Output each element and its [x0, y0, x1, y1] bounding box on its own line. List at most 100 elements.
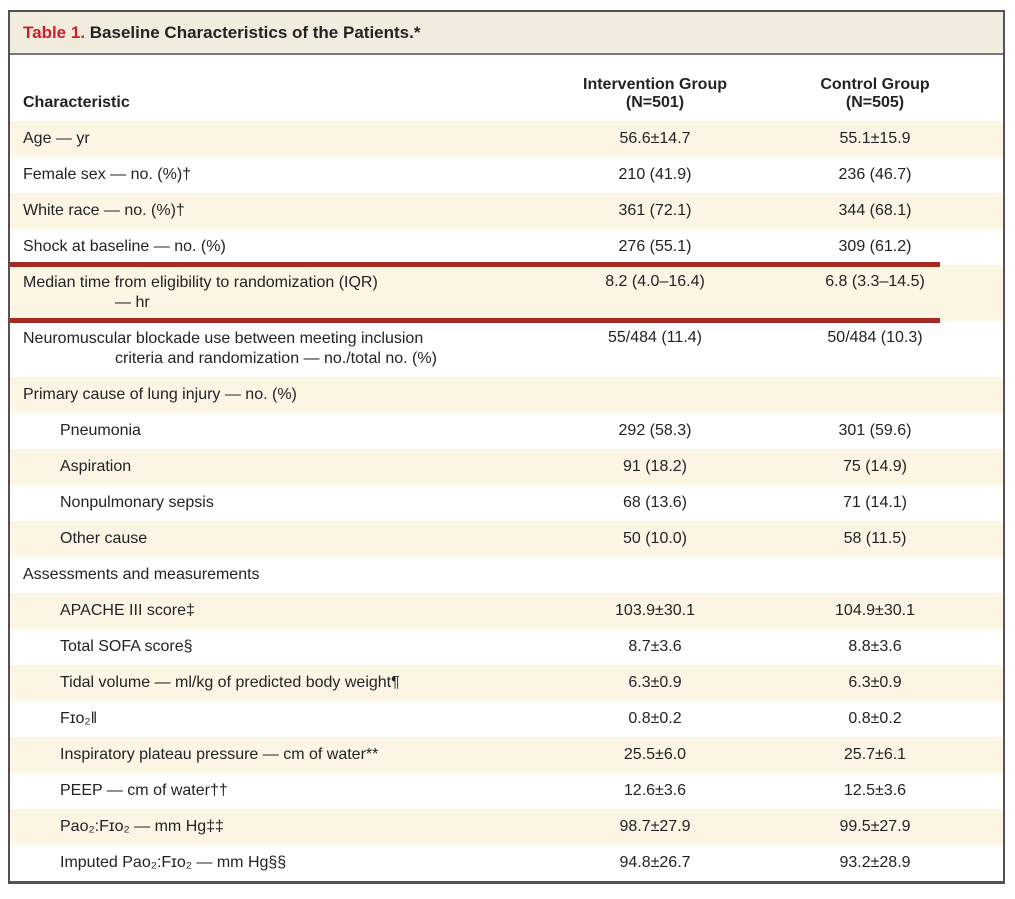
table-number-label: Table 1. [23, 22, 86, 42]
control-value: 6.3±0.9 [848, 674, 902, 691]
control-value: 99.5±27.9 [839, 818, 911, 835]
highlight-rule-top [10, 262, 940, 267]
control-value: 301 (59.6) [838, 422, 912, 439]
row-label-line1: Pneumonia [60, 422, 141, 439]
control-group-name: Control Group [820, 76, 930, 93]
row-label: Inspiratory plateau pressure — cm of wat… [10, 745, 555, 765]
intervention-value: 55/484 (11.4) [608, 329, 702, 346]
table-row: Imputed Paᴏ₂:Fɪᴏ₂ — mm Hg§§ 94.8±26.7 93… [10, 845, 1003, 881]
intervention-value: 103.9±30.1 [615, 602, 695, 619]
row-label-line1: Shock at baseline — no. (%) [23, 238, 226, 255]
table-1-frame: Table 1. Baseline Characteristics of the… [8, 10, 1005, 884]
control-value: 12.5±3.6 [843, 782, 907, 799]
row-label: Fɪᴏ₂‖ [10, 709, 555, 729]
control-value: 104.9±30.1 [835, 602, 915, 619]
table-row: Female sex — no. (%)† 210 (41.9) 236 (46… [10, 157, 1003, 193]
row-label-line1: Assessments and measurements [23, 566, 260, 583]
row-label-line1: Imputed Paᴏ₂:Fɪᴏ₂ — mm Hg§§ [60, 854, 287, 871]
table-row: Other cause 50 (10.0) 58 (11.5) [10, 521, 1003, 557]
row-label: Assessments and measurements [10, 565, 555, 585]
intervention-value: 94.8±26.7 [619, 854, 691, 871]
row-label-line1: Paᴏ₂:Fɪᴏ₂ — mm Hg‡‡ [60, 818, 224, 835]
intervention-value: 56.6±14.7 [619, 130, 691, 147]
control-value: 344 (68.1) [838, 202, 912, 219]
row-label: Female sex — no. (%)† [10, 165, 555, 185]
row-label-line1: Age — yr [23, 130, 90, 147]
row-label-line1: Fɪᴏ₂‖ [60, 710, 98, 727]
control-value: 55.1±15.9 [839, 130, 911, 147]
row-label-line1: Inspiratory plateau pressure — cm of wat… [60, 746, 379, 763]
row-label: Imputed Paᴏ₂:Fɪᴏ₂ — mm Hg§§ [10, 853, 555, 873]
row-label: Aspiration [10, 457, 555, 477]
table-row: APACHE III score‡ 103.9±30.1 104.9±30.1 [10, 593, 1003, 629]
intervention-value: 276 (55.1) [618, 238, 692, 255]
intervention-value: 210 (41.9) [618, 166, 692, 183]
intervention-value: 68 (13.6) [622, 494, 688, 511]
row-label: Neuromuscular blockade use between meeti… [10, 321, 555, 377]
row-label-line2: criteria and randomization — no./total n… [115, 350, 437, 367]
intervention-value: 98.7±27.9 [619, 818, 691, 835]
table-row: Aspiration 91 (18.2) 75 (14.9) [10, 449, 1003, 485]
control-value: 93.2±28.9 [839, 854, 911, 871]
row-label-line1: Aspiration [60, 458, 132, 475]
row-label: Paᴏ₂:Fɪᴏ₂ — mm Hg‡‡ [10, 817, 555, 837]
intervention-value: 292 (58.3) [618, 422, 692, 439]
table-row: Median time from eligibility to randomiz… [10, 262, 1003, 323]
row-label-line1: PEEP — cm of water†† [60, 782, 228, 799]
table-row: Paᴏ₂:Fɪᴏ₂ — mm Hg‡‡ 98.7±27.9 99.5±27.9 [10, 809, 1003, 845]
row-label-line1: Median time from eligibility to randomiz… [23, 274, 378, 291]
table-title: Baseline Characteristics of the Patients… [89, 22, 421, 42]
row-label-line1: Neuromuscular blockade use between meeti… [23, 330, 424, 347]
intervention-group-n: (N=501) [625, 94, 685, 111]
intervention-group-name: Intervention Group [583, 76, 727, 93]
table-body: Age — yr 56.6±14.7 55.1±15.9 Female sex … [10, 121, 1003, 881]
control-value: 75 (14.9) [842, 458, 908, 475]
column-header-intervention-group: Intervention Group (N=501) [555, 76, 755, 112]
row-label-line1: Total SOFA score§ [60, 638, 193, 655]
table-row: Tidal volume — ml/kg of predicted body w… [10, 665, 1003, 701]
row-label: Primary cause of lung injury — no. (%) [10, 385, 555, 405]
row-label: PEEP — cm of water†† [10, 781, 555, 801]
table-row: Nonpulmonary sepsis 68 (13.6) 71 (14.1) [10, 485, 1003, 521]
row-label-line1: Other cause [60, 530, 148, 547]
control-value: 6.8 (3.3–14.5) [825, 273, 925, 290]
table-row: Shock at baseline — no. (%) 276 (55.1) 3… [10, 229, 1003, 265]
intervention-value: 91 (18.2) [622, 458, 688, 475]
table-title-bar: Table 1. Baseline Characteristics of the… [10, 12, 1003, 55]
row-label: Total SOFA score§ [10, 637, 555, 657]
row-label: Tidal volume — ml/kg of predicted body w… [10, 673, 555, 693]
table-row: Total SOFA score§ 8.7±3.6 8.8±3.6 [10, 629, 1003, 665]
intervention-value: 0.8±0.2 [628, 710, 682, 727]
row-label: Median time from eligibility to randomiz… [10, 265, 555, 321]
row-label-line1: Female sex — no. (%)† [23, 166, 192, 183]
column-header-control-group: Control Group (N=505) [755, 76, 995, 112]
intervention-value: 25.5±6.0 [623, 746, 687, 763]
table-row: Assessments and measurements [10, 557, 1003, 593]
row-label: White race — no. (%)† [10, 201, 555, 221]
table-row: Neuromuscular blockade use between meeti… [10, 321, 1003, 377]
row-label: Nonpulmonary sepsis [10, 493, 555, 513]
control-value: 50/484 (10.3) [827, 329, 923, 346]
row-label-line2: — hr [115, 294, 150, 311]
control-value: 236 (46.7) [838, 166, 912, 183]
table-row: Pneumonia 292 (58.3) 301 (59.6) [10, 413, 1003, 449]
control-value: 25.7±6.1 [843, 746, 907, 763]
control-value: 71 (14.1) [842, 494, 908, 511]
control-value: 309 (61.2) [838, 238, 912, 255]
table-header-row: Characteristic Intervention Group (N=501… [10, 55, 1003, 121]
intervention-value: 8.7±3.6 [628, 638, 682, 655]
intervention-value: 8.2 (4.0–16.4) [605, 273, 705, 290]
row-label-line1: APACHE III score‡ [60, 602, 195, 619]
control-value: 58 (11.5) [843, 530, 907, 547]
control-value: 8.8±3.6 [848, 638, 902, 655]
row-label: Age — yr [10, 129, 555, 149]
intervention-value: 6.3±0.9 [628, 674, 682, 691]
row-label: APACHE III score‡ [10, 601, 555, 621]
table-row: Inspiratory plateau pressure — cm of wat… [10, 737, 1003, 773]
row-label: Other cause [10, 529, 555, 549]
highlight-rule-bottom [10, 318, 940, 323]
table-row: White race — no. (%)† 361 (72.1) 344 (68… [10, 193, 1003, 229]
table-row: Age — yr 56.6±14.7 55.1±15.9 [10, 121, 1003, 157]
row-label: Pneumonia [10, 421, 555, 441]
table-row: Fɪᴏ₂‖ 0.8±0.2 0.8±0.2 [10, 701, 1003, 737]
